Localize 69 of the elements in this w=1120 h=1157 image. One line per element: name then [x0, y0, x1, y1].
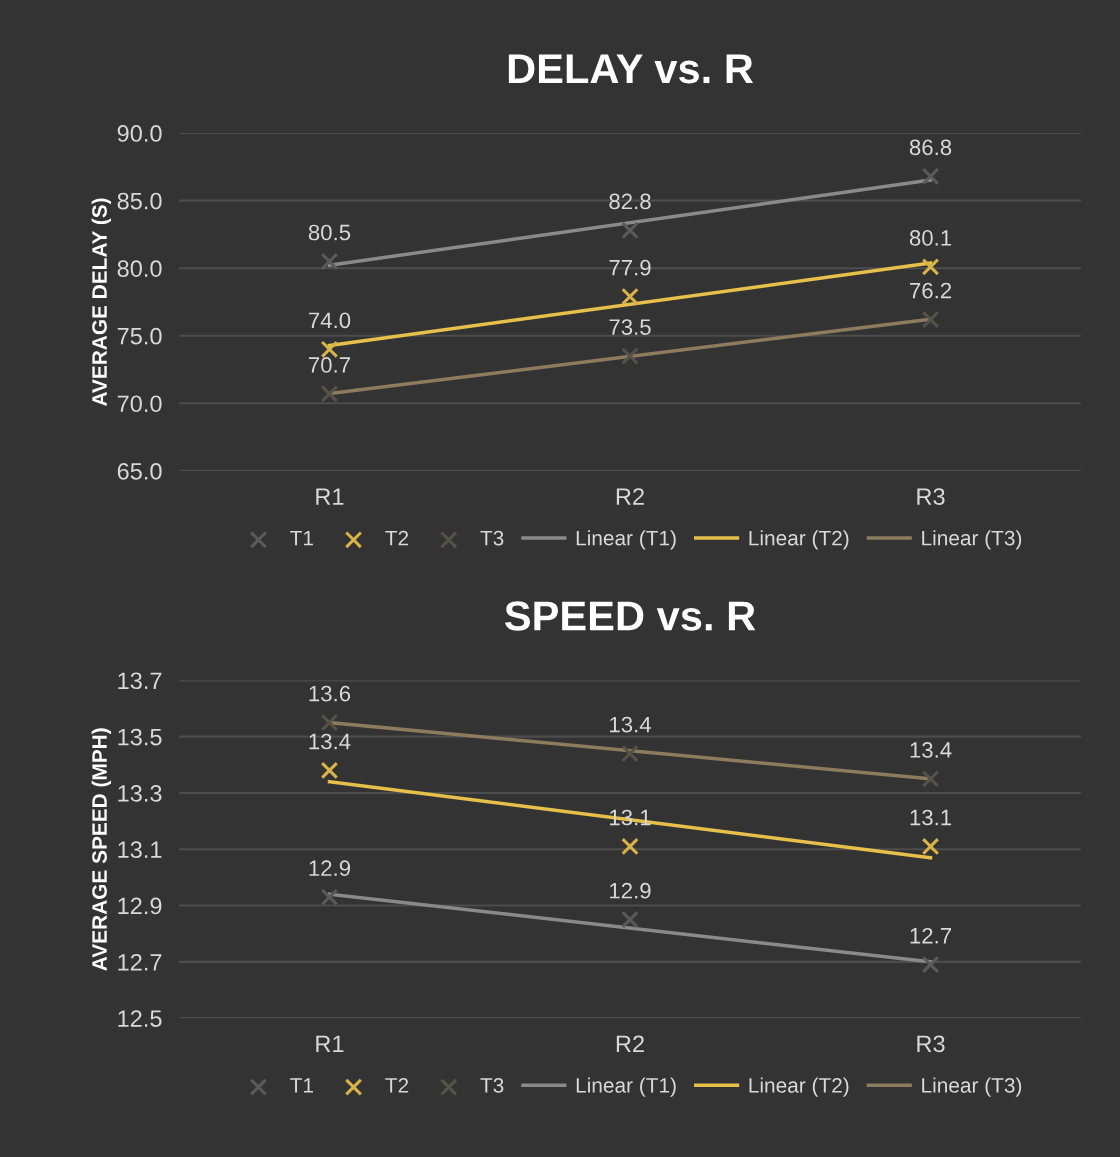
y-tick-label: 90.0 — [117, 125, 162, 142]
point — [621, 837, 639, 856]
data-label: 80.5 — [308, 224, 351, 241]
legend-label: Linear (T2) — [749, 1077, 849, 1097]
y-axis-title: AVERAGE DELAY (S) — [91, 198, 112, 407]
y-tick-label: 70.0 — [117, 395, 162, 413]
point — [621, 347, 639, 365]
x-tick-label: R2 — [616, 488, 644, 505]
legend-label: T2 — [385, 1078, 409, 1093]
point — [921, 167, 940, 186]
data-label: 13.4 — [309, 733, 351, 750]
x-tick-label: R1 — [316, 1035, 344, 1052]
point — [921, 258, 940, 276]
y-tick-label: 13.3 — [118, 785, 162, 802]
point — [320, 252, 339, 271]
legend-label: Linear (T3) — [922, 530, 1022, 550]
x-tick-label: R3 — [917, 1035, 945, 1053]
y-tick-label: 13.5 — [118, 728, 162, 746]
point — [621, 744, 639, 763]
legend-label: Linear (T2) — [749, 530, 849, 550]
legend-label: T3 — [480, 530, 504, 546]
point — [921, 310, 940, 329]
legend-label: T1 — [290, 530, 313, 546]
y-tick-label: 13.1 — [118, 841, 162, 859]
data-label: 13.4 — [910, 742, 952, 758]
data-label: 76.2 — [910, 282, 952, 299]
point — [921, 837, 940, 856]
point — [921, 955, 940, 974]
data-label: 80.1 — [909, 230, 952, 246]
y-tick-label: 12.7 — [118, 953, 162, 971]
x-tick-label: R1 — [316, 488, 344, 505]
y-tick-label: 85.0 — [117, 192, 162, 210]
y-tick-label: 12.5 — [118, 1010, 162, 1027]
point — [320, 888, 339, 906]
point — [320, 713, 339, 732]
point — [320, 761, 339, 780]
data-label: 13.4 — [610, 716, 651, 733]
data-label: 82.8 — [609, 193, 651, 210]
y-tick-label: 12.9 — [118, 897, 162, 915]
legend-label: T1 — [290, 1078, 313, 1093]
legend-label: Linear (T1) — [576, 530, 676, 550]
data-label: 77.9 — [609, 259, 651, 276]
point — [621, 287, 639, 306]
chart-title: DELAY vs. R — [508, 54, 754, 84]
point — [320, 385, 339, 403]
x-tick-label: R2 — [616, 1035, 644, 1052]
data-label: 73.5 — [609, 319, 651, 335]
point — [921, 770, 940, 788]
data-label: 12.9 — [610, 882, 651, 899]
legend-label: T2 — [385, 530, 409, 546]
data-label: 13.1 — [910, 809, 952, 826]
y-tick-label: 65.0 — [117, 462, 162, 480]
legend-label: T3 — [480, 1078, 504, 1093]
data-label: 12.7 — [910, 927, 952, 944]
x-tick-label: R3 — [917, 488, 945, 505]
point — [621, 221, 639, 240]
data-label: 74.0 — [308, 312, 351, 329]
data-label: 86.8 — [909, 139, 952, 156]
legend-label: Linear (T1) — [576, 1077, 676, 1097]
y-tick-label: 13.7 — [118, 672, 162, 690]
y-tick-label: 75.0 — [117, 327, 162, 345]
data-label: 70.7 — [308, 357, 350, 373]
data-label: 12.9 — [309, 860, 351, 877]
point — [621, 910, 639, 929]
y-axis-title: AVERAGE SPEED (MPH) — [91, 728, 112, 971]
legend-label: Linear (T3) — [922, 1077, 1022, 1097]
chart-title: SPEED vs. R — [504, 601, 756, 631]
y-tick-label: 80.0 — [117, 260, 162, 277]
data-label: 13.6 — [309, 685, 351, 702]
